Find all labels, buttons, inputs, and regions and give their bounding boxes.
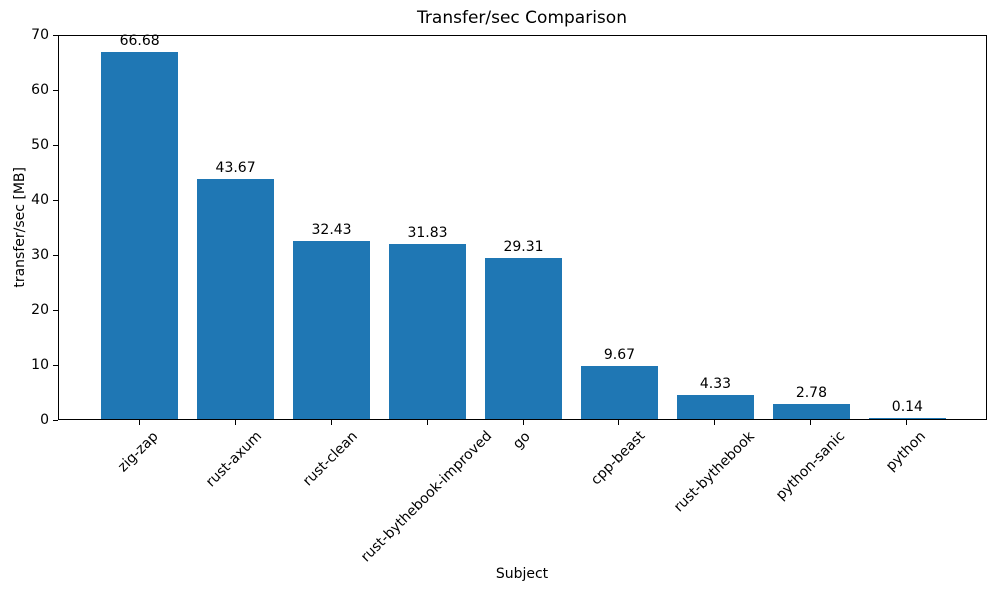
bar-value-label: 29.31 [503, 238, 544, 255]
x-tick-label: rust-bythebook-improved [357, 428, 495, 566]
x-tick-mark [426, 420, 428, 425]
y-tick-label: 20 [31, 301, 49, 318]
y-tick-label: 50 [31, 136, 49, 153]
bar-value-label: 0.14 [891, 399, 923, 416]
y-tick-label: 30 [31, 246, 49, 263]
plot-area: 66.68 43.67 32.43 31.83 29.31 9.67 4.33 2.78 0.1… [58, 33, 987, 420]
y-tick-label: 10 [31, 356, 49, 373]
bar-value-label: 2.78 [795, 384, 827, 401]
bar [389, 243, 466, 419]
x-tick-label: python-sanic [772, 428, 848, 504]
x-tick-label: cpp-beast [588, 428, 649, 489]
bar-value-label: 9.67 [603, 346, 636, 363]
x-tick-mark [714, 420, 716, 425]
x-tick-label: rust-axum [203, 428, 266, 491]
y-tick-mark [53, 89, 58, 91]
x-tick-label: go [510, 428, 535, 452]
y-tick-mark [53, 34, 58, 36]
y-axis-label: transfer/sec [MB] [12, 167, 28, 288]
x-tick-mark [234, 420, 236, 425]
chart-title: Transfer/sec Comparison [417, 8, 627, 28]
bar [677, 395, 754, 419]
x-tick-mark [330, 420, 332, 425]
x-axis-label: Subject [495, 566, 549, 582]
bar [293, 240, 370, 419]
bar-value-label: 31.83 [407, 224, 448, 241]
y-tick-mark [53, 419, 58, 421]
bar [485, 257, 562, 419]
bar-value-label: 43.67 [215, 159, 256, 176]
y-tick-label: 40 [31, 191, 49, 208]
x-tick-mark [810, 420, 812, 425]
bar-value-label: 4.33 [699, 376, 732, 393]
y-tick-mark [53, 254, 58, 256]
bar [773, 403, 850, 419]
y-tick-label: 60 [31, 81, 49, 98]
x-tick-mark [618, 420, 620, 425]
x-tick-label: rust-bythebook [670, 428, 758, 516]
y-tick-mark [53, 199, 58, 201]
y-tick-label: 0 [40, 411, 49, 428]
bar-value-label: 32.43 [311, 221, 352, 238]
y-tick-mark [53, 144, 58, 146]
y-tick-label: 70 [31, 26, 49, 43]
bar [101, 52, 178, 419]
x-tick-label: rust-clean [299, 428, 361, 490]
x-tick-label: zig-zap [114, 428, 162, 476]
bar [581, 365, 658, 419]
y-tick-mark [53, 364, 58, 366]
y-tick-mark [53, 309, 58, 311]
bar [197, 178, 274, 419]
x-tick-mark [138, 420, 140, 425]
x-tick-mark [906, 420, 908, 425]
x-tick-label: python [883, 428, 929, 475]
x-tick-mark [522, 420, 524, 425]
bar [868, 418, 946, 419]
bar-value-label: 66.68 [119, 33, 160, 50]
